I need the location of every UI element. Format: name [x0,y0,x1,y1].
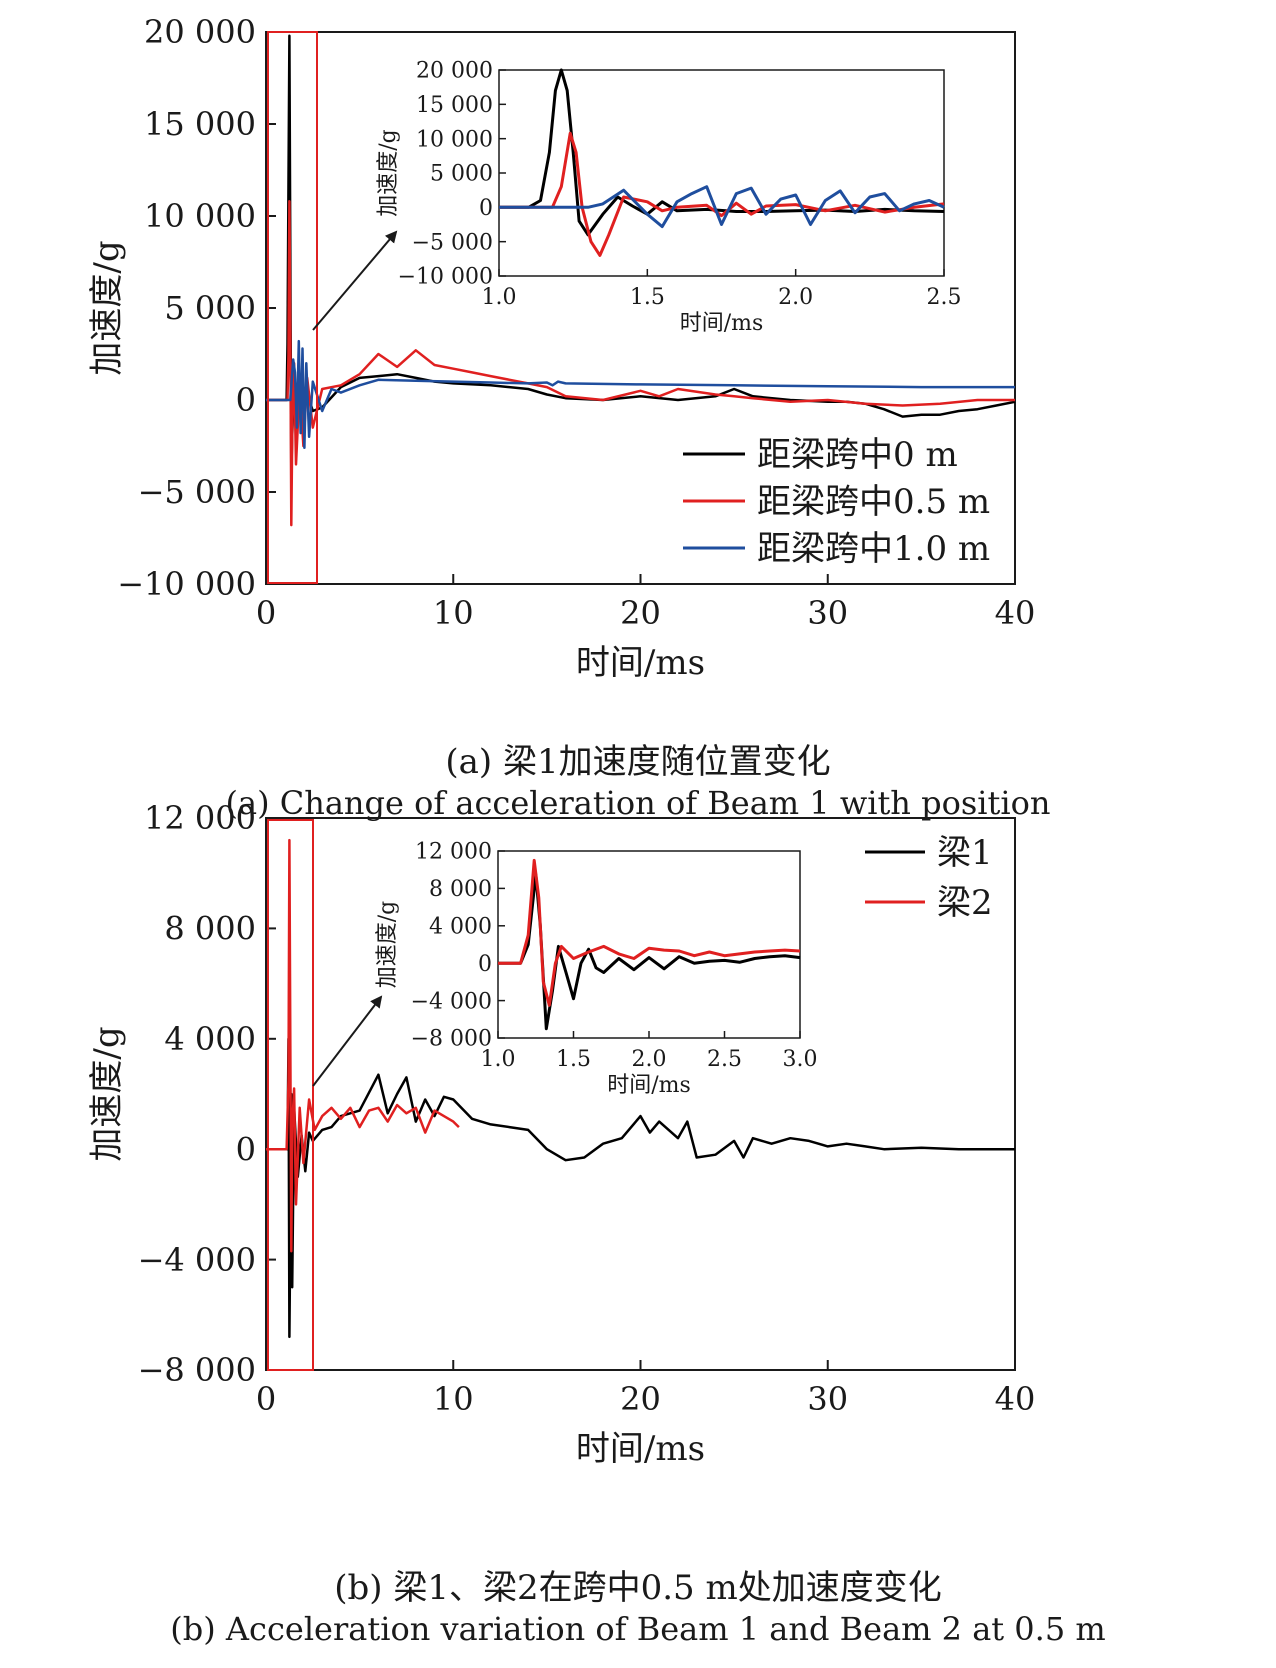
panel-a-x-tick-label: 40 [995,594,1036,632]
panel-b-y-tick-label: 12 000 [144,799,256,837]
panel-a-inset-x-tick-label: 2.5 [927,285,962,310]
panel-b-y-axis-label: 加速度/g [87,1026,127,1161]
panel-a-inset-y-tick-label: 10 000 [416,127,493,152]
chart-b: 0 10 20 30 40 12 000 8 000 4 000 0 −4 000 −8 000 时间… [87,799,1035,1469]
panel-a-inset-bg [499,70,944,276]
panel-a-inset-y-tick-label: −10 000 [398,265,493,290]
panel-a-inset-x-tick-label: 1.5 [630,285,665,310]
panel-b-inset-x-axis-label: 时间/ms [607,1073,691,1098]
panel-a-series-line-2 [266,200,1015,527]
panel-b-inset-x-tick-label: 2.5 [707,1047,742,1072]
panel-b-inset-x-tick-label: 3.0 [783,1047,818,1072]
panel-a-inset-series-line-3 [499,185,945,229]
panel-b-inset-y-tick-label: 0 [478,952,492,977]
panel-b-inset-y-tick-label: 12 000 [415,840,492,865]
panel-a-y-tick-label: −5 000 [138,473,256,511]
panel-b-inset-x-tick-label: 1.0 [481,1047,516,1072]
panel-a-y-tick-label: 0 [236,381,256,419]
panel-a-inset-y-axis-label: 加速度/g [376,129,401,217]
panel-b-inset-y-tick-label: 8 000 [429,877,492,902]
panel-a-legend-label-3: 距梁跨中1.0 m [757,529,990,569]
panel-b-inset-y-tick-label: 4 000 [429,915,492,940]
caption-a-en: (a) Change of acceleration of Beam 1 wit… [225,784,1051,822]
panel-a-inset-y-tick-label: 5 000 [430,162,493,187]
caption-b-en: (b) Acceleration variation of Beam 1 and… [170,1610,1106,1648]
caption-b-cn: (b) 梁1、梁2在跨中0.5 m处加速度变化 [334,1568,942,1608]
panel-b-inset-series-line-2 [498,858,801,1007]
panel-a-inset-y-tick-label: −5 000 [412,230,493,255]
chart-a: 0 10 20 30 40 20 000 15 000 10 000 5 000 0 −5 000 −… [87,13,1035,683]
panel-a-inset-series-line-2 [499,131,945,257]
panel-b-y-tick-label: −4 000 [138,1241,256,1279]
panel-a-legend-label-2: 距梁跨中0.5 m [757,482,990,522]
panel-b-inset-y-tick-label: −8 000 [411,1027,492,1052]
panel-a-inset-x-tick-label: 2.0 [778,285,813,310]
panel-b-x-tick-label: 40 [995,1380,1036,1418]
panel-a-y-tick-label: 10 000 [144,197,256,235]
panel-b-x-tick-label: 20 [620,1380,661,1418]
panel-b-y-tick-label: −8 000 [138,1351,256,1389]
panel-a-y-tick-label: 15 000 [144,105,256,143]
panel-b-inset-x-tick-label: 1.5 [556,1047,591,1072]
panel-a-legend-label-1: 距梁跨中0 m [757,435,958,475]
panel-b-series-line-2 [266,838,460,1253]
panel-b-inset-bg [498,851,800,1038]
panel-a-zoom-arrow [312,230,398,331]
panel-b-legend-label-2: 梁2 [937,883,993,923]
panel-b-x-tick-label: 0 [256,1380,276,1418]
panel-a-y-tick-label: −10 000 [117,565,256,603]
panel-b-y-tick-label: 4 000 [164,1020,256,1058]
panel-a-x-tick-label: 30 [807,594,848,632]
panel-b-zoom-box [267,819,314,1371]
panel-a-x-axis-label: 时间/ms [576,643,705,683]
panel-a-series-line-3 [266,339,1015,450]
panel-a-x-tick-label: 20 [620,594,661,632]
panel-b-y-tick-label: 0 [236,1130,256,1168]
panel-b-zoom-arrow [312,995,383,1087]
panel-b-x-tick-label: 10 [433,1380,474,1418]
panel-a-x-tick-label: 0 [256,594,276,632]
panel-b-legend-label-1: 梁1 [937,833,993,873]
panel-a-y-tick-label: 5 000 [164,289,256,327]
panel-a-zoom-box [267,31,318,584]
panel-a-inset-x-tick-label: 1.0 [482,285,517,310]
caption-a-cn: (a) 梁1加速度随位置变化 [445,742,831,782]
panel-a-inset-y-tick-label: 20 000 [416,59,493,84]
panel-b-y-tick-label: 8 000 [164,910,256,948]
panel-b-x-axis-label: 时间/ms [576,1429,705,1469]
panel-a-inset-x-axis-label: 时间/ms [680,311,764,336]
panel-b-inset-y-axis-label: 加速度/g [375,901,400,989]
panel-a-inset-y-tick-label: 15 000 [416,93,493,118]
panel-b-inset-x-tick-label: 2.0 [632,1047,667,1072]
panel-b-inset-y-tick-label: −4 000 [411,989,492,1014]
panel-b-x-tick-label: 30 [807,1380,848,1418]
panel-a-inset-y-tick-label: 0 [479,196,493,221]
panel-a-y-tick-label: 20 000 [144,13,256,51]
panel-a-x-tick-label: 10 [433,594,474,632]
panel-a-y-axis-label: 加速度/g [87,240,127,375]
